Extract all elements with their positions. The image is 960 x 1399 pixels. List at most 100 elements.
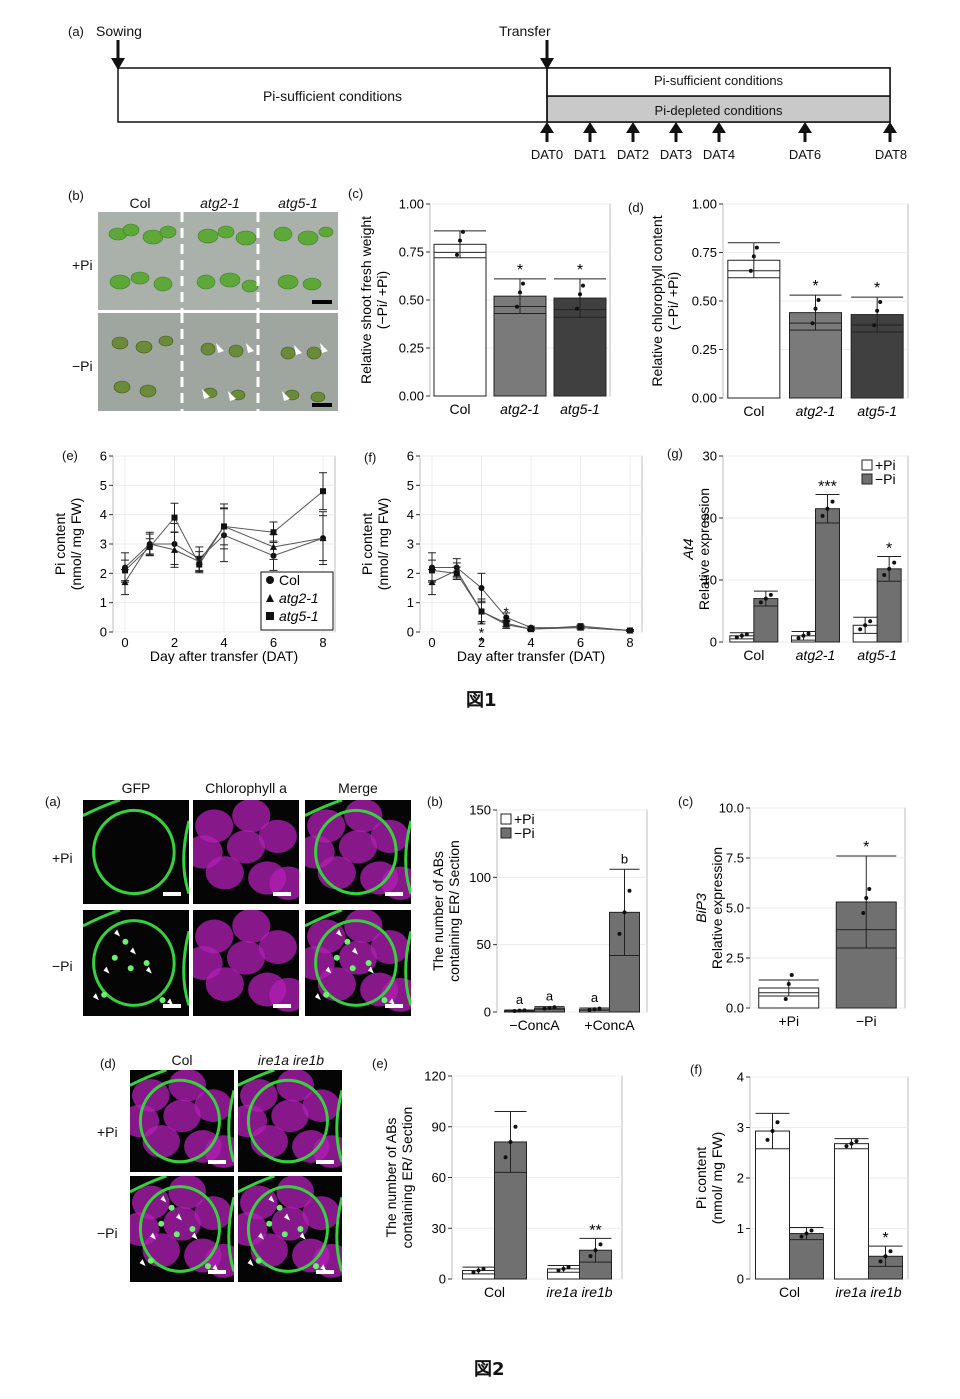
micro-d-row-plus: +Pi xyxy=(97,1124,118,1140)
chart-fig1e: 0 1 2 3 4 5 6 Pi content (nmol/ mg FW) 0 2 4 6 8 Day a… xyxy=(55,449,336,664)
er-body-signal xyxy=(276,1204,283,1211)
arrowhead-marker xyxy=(191,1232,198,1240)
chart-fig1d: 0.00 0.25 0.50 0.75 1.00 Relative chlorophyll… xyxy=(649,197,909,419)
y-tick-label: 1 xyxy=(407,595,414,610)
y-tick-label: 100 xyxy=(469,870,491,885)
arrowhead-marker xyxy=(367,966,374,974)
data-point xyxy=(799,1234,804,1239)
y-tick-label: 30 xyxy=(703,449,717,464)
data-point xyxy=(809,1228,814,1233)
x-tick-label: ire1a ire1b xyxy=(546,1284,612,1300)
y-tick-label: 0.00 xyxy=(399,389,424,404)
seedlings-plus xyxy=(98,212,338,310)
er-signal xyxy=(130,1070,167,1087)
data-point xyxy=(503,1155,508,1160)
x-tick-label: Col xyxy=(779,1284,800,1300)
chloroplast-signal xyxy=(370,819,409,854)
arrowhead-marker xyxy=(103,966,110,974)
data-point xyxy=(758,600,763,605)
bar-plus-pi xyxy=(755,1130,790,1280)
data-point xyxy=(878,299,883,304)
x-tick-label: atg2-1 xyxy=(796,647,836,663)
data-point xyxy=(552,1005,557,1010)
micrograph-a-plus-merge xyxy=(305,800,411,904)
er-body-signal xyxy=(281,1231,288,1238)
y-tick-label: 0 xyxy=(439,1272,446,1287)
marker-square xyxy=(171,514,178,521)
micrograph-d-minus-0 xyxy=(130,1176,234,1282)
data-point xyxy=(863,623,868,628)
data-point xyxy=(888,1249,893,1254)
axis-label-y: (nmol/ mg FW) xyxy=(375,498,391,591)
axis-label-y: (−Pi/ +Pi) xyxy=(374,271,390,329)
data-point xyxy=(825,506,830,511)
data-point xyxy=(867,887,872,891)
panel-label-2d: (d) xyxy=(100,1056,116,1071)
y-tick-label: 2 xyxy=(407,566,414,581)
x-tick-label: 2 xyxy=(171,635,178,650)
data-point xyxy=(858,627,863,632)
dat-label-8: DAT8 xyxy=(874,147,908,162)
dat-arrow-head-1 xyxy=(583,122,597,133)
data-point xyxy=(887,566,892,571)
y-tick-label: 2.5 xyxy=(726,951,744,966)
arrowhead-marker xyxy=(167,998,174,1006)
x-tick-label: 6 xyxy=(577,635,584,650)
y-tick-label: 4 xyxy=(100,507,107,522)
significance-mark: * xyxy=(479,616,485,632)
scale-bar xyxy=(385,892,403,896)
legend-swatch xyxy=(861,459,873,471)
x-tick-label: 0 xyxy=(428,635,435,650)
arrowhead-marker xyxy=(284,1213,290,1221)
chloroplast-signal xyxy=(193,946,223,980)
significance-mark: * xyxy=(863,839,869,856)
photo-col-header-atg5: atg5-1 xyxy=(278,195,318,211)
er-signal xyxy=(238,1070,275,1087)
chloroplast-signal xyxy=(269,866,299,900)
chloroplast-signal xyxy=(195,919,234,954)
er-signal xyxy=(335,1090,342,1163)
y-tick-label: 2 xyxy=(100,566,107,581)
y-tick-label: 0 xyxy=(484,1005,491,1020)
marker-triangle xyxy=(428,578,436,586)
y-tick-label: 4 xyxy=(407,507,414,522)
legend-swatch xyxy=(500,827,512,839)
y-tick-label: 0.50 xyxy=(692,294,717,309)
er-signal xyxy=(182,820,189,895)
y-tick-label: 30 xyxy=(432,1221,446,1236)
x-tick-label: atg5-1 xyxy=(560,401,600,417)
micro-background xyxy=(83,800,189,904)
panel-label-1a: (a) xyxy=(68,24,84,39)
chloroplast-signal xyxy=(195,809,234,843)
micro-d-col-ire: ire1a ire1b xyxy=(257,1052,325,1068)
y-tick-label: 50 xyxy=(477,937,491,952)
arrowhead-marker xyxy=(325,966,332,974)
y-tick-label: 0 xyxy=(710,635,717,650)
er-body-signal xyxy=(143,960,150,966)
x-tick-label: ire1a ire1b xyxy=(835,1284,901,1300)
y-tick-label: 0.00 xyxy=(692,391,717,406)
micrograph-d-minus-1 xyxy=(238,1176,342,1282)
data-point xyxy=(768,592,773,597)
figure2-caption: 図2 xyxy=(474,1359,505,1380)
marker-triangle xyxy=(121,578,129,586)
x-tick-label: 2 xyxy=(478,635,485,650)
y-tick-label: 1.00 xyxy=(399,197,424,212)
data-point xyxy=(783,997,788,1001)
panel-label-2f: (f) xyxy=(690,1062,703,1077)
arrowhead-marker xyxy=(130,947,136,955)
marker-square xyxy=(627,627,633,634)
er-signal xyxy=(404,930,411,1006)
data-point xyxy=(521,281,525,286)
er-signal xyxy=(138,1078,221,1164)
er-signal xyxy=(246,1078,329,1164)
axis-label-y: Relative shoot fresh weight xyxy=(358,216,374,384)
data-point xyxy=(588,1254,593,1259)
data-point xyxy=(617,931,622,936)
x-tick-label: Col xyxy=(484,1284,505,1300)
y-tick-label: 0.25 xyxy=(692,342,717,357)
chloroplast-signal xyxy=(163,1099,201,1133)
legend-swatch xyxy=(500,813,512,825)
axis-label-y: The number of ABs xyxy=(383,1118,399,1238)
chloroplast-signal xyxy=(258,819,297,854)
